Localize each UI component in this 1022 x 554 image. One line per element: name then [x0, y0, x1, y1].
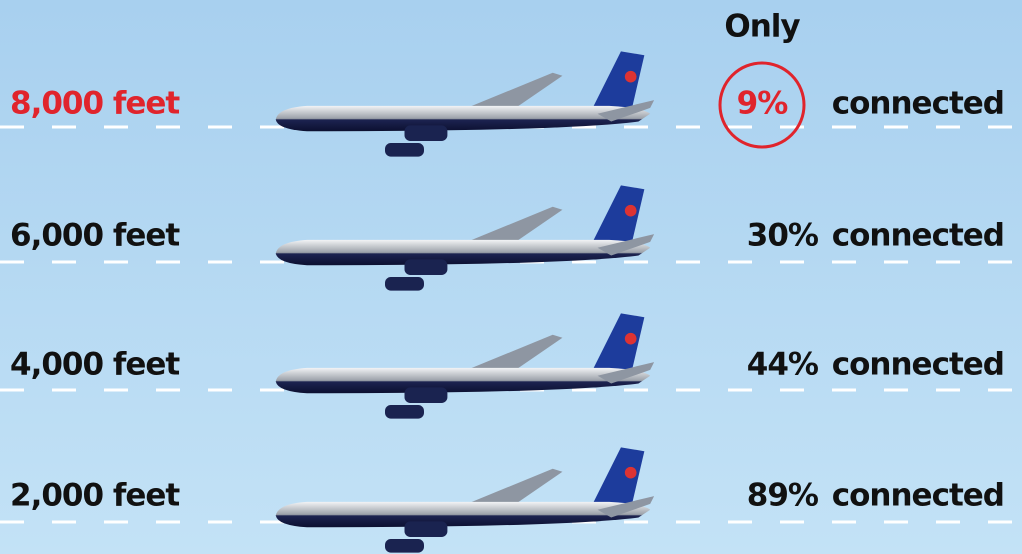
- annotation: Only: [724, 9, 800, 45]
- status: connected: [832, 347, 1004, 383]
- percent: 44%: [747, 347, 819, 383]
- infographic: Only 8,000 feet 9% connected 6,000 feet …: [0, 0, 1022, 554]
- percent: 9%: [737, 86, 789, 122]
- percent: 30%: [747, 218, 819, 254]
- altitude-label: 4,000 feet: [10, 347, 180, 383]
- status: connected: [832, 218, 1004, 254]
- altitude-label: 6,000 feet: [10, 218, 180, 254]
- altitude-label: 2,000 feet: [10, 478, 180, 514]
- background: [0, 0, 1022, 554]
- percent: 89%: [747, 478, 819, 514]
- status: connected: [832, 86, 1004, 122]
- altitude-label: 8,000 feet: [10, 86, 180, 122]
- status: connected: [832, 478, 1004, 514]
- page: Only 8,000 feet 9% connected 6,000 feet …: [0, 0, 1022, 554]
